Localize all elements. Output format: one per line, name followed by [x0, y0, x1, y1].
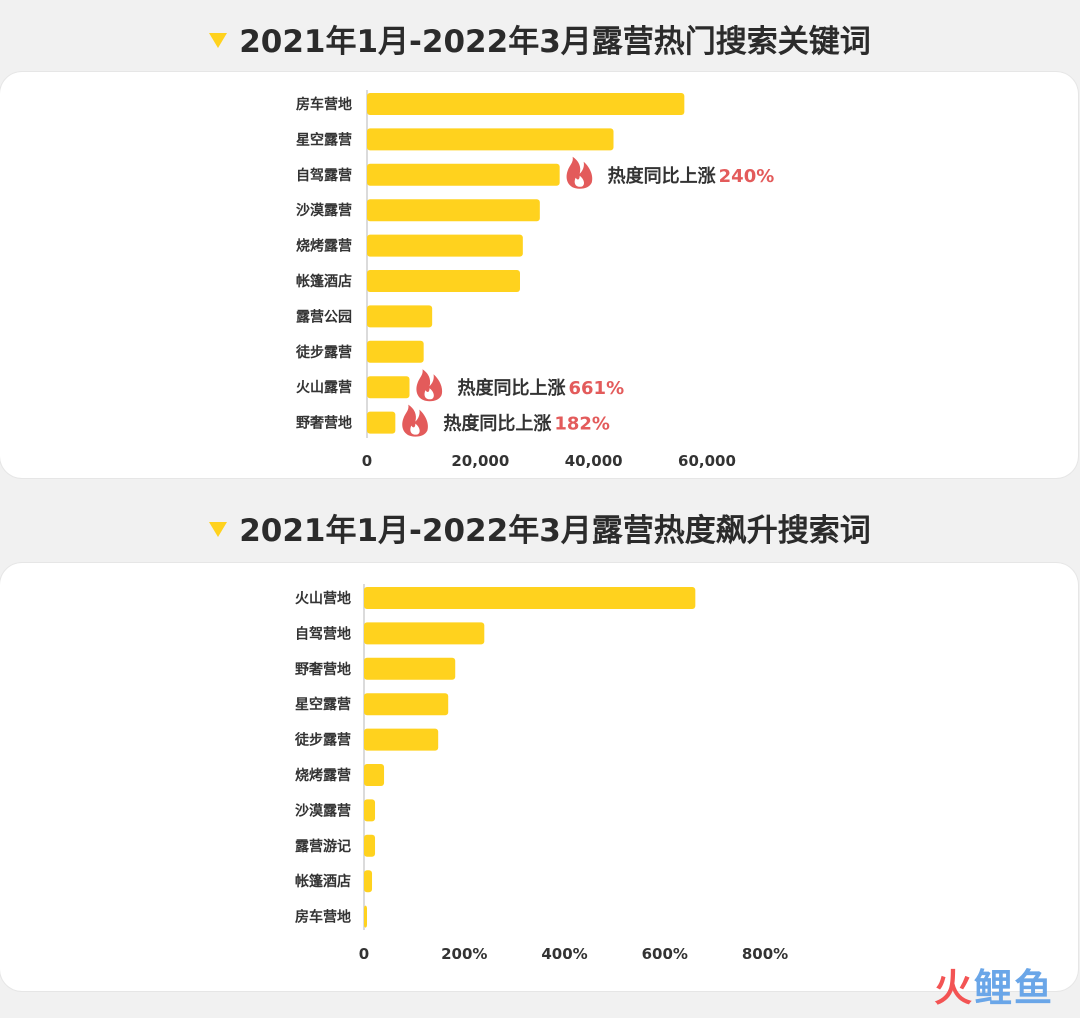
flame-icon: [416, 369, 443, 402]
chart2-category-label: 徒步露营: [294, 732, 351, 749]
chart1-tick-label: 0: [362, 452, 372, 470]
chart2-category-label: 自驾营地: [295, 625, 351, 642]
chart2-tick-label: 600%: [642, 945, 688, 963]
chart1-category-label: 火山露营: [296, 379, 352, 396]
chart1-category-label: 房车营地: [296, 96, 352, 113]
chart2-card: [0, 563, 1078, 991]
chart2-tick-label: 0: [359, 945, 369, 963]
chart1-bar: [367, 340, 424, 363]
chart1-bar: [367, 234, 523, 257]
chart1-category-label: 烧烤露营: [296, 238, 352, 255]
chart1-bar: [367, 128, 614, 151]
chart1-bar: [367, 411, 396, 434]
chart1-category-label: 露营公园: [296, 308, 352, 325]
chart2-bar: [364, 657, 456, 680]
chart2-tick-label: 800%: [742, 945, 788, 963]
chart1-category-label: 沙漠露营: [296, 202, 352, 219]
annotation-text: 热度同比上涨: [443, 413, 551, 435]
chart1-tick-label: 60,000: [678, 452, 736, 470]
chart1-category-label: 野奢营地: [296, 415, 352, 432]
chart2-bar: [364, 870, 373, 893]
chart2-category-label: 星空露营: [295, 696, 351, 713]
chart2-bar: [364, 693, 449, 716]
chart2-category-label: 露营游记: [295, 838, 351, 855]
chart1-annotation: 热度同比上涨 240%: [608, 165, 775, 187]
annotation-text: 热度同比上涨: [458, 377, 566, 399]
chart1-category-label: 徒步露营: [295, 344, 352, 361]
chart1-tick-label: 40,000: [565, 452, 623, 470]
chart1-title-row: 2021年1月-2022年3月露营热门搜索关键词: [0, 18, 1080, 60]
chart1-category-label: 星空露营: [296, 131, 352, 148]
chart2-tick-label: 400%: [541, 945, 587, 963]
chart2-title: 2021年1月-2022年3月露营热度飙升搜索词: [239, 512, 871, 549]
chart2-bar: [364, 764, 385, 786]
annotation-value: 240%: [719, 166, 775, 187]
flame-icon: [402, 404, 428, 437]
chart1-category-label: 帐篷酒店: [296, 273, 352, 290]
chart1-annotation: 热度同比上涨 661%: [458, 377, 625, 399]
watermark-part2: 鲤鱼: [973, 966, 1054, 1010]
chart1-bar: [367, 376, 410, 399]
chart1-annotation: 热度同比上涨 182%: [443, 413, 610, 435]
chart2-category-label: 沙漠露营: [295, 802, 351, 819]
chart2-category-label: 火山营地: [295, 590, 351, 607]
watermark-logo: 火 鲤鱼: [934, 957, 1054, 1012]
chart2-bar: [364, 622, 485, 645]
chart1-bar: [367, 93, 685, 115]
chart1-bar: [367, 305, 433, 328]
chart1-bar: [367, 270, 520, 292]
chart2-bar: [364, 905, 368, 928]
annotation-value: 182%: [554, 414, 610, 435]
chart2-bar: [364, 728, 439, 751]
watermark-part1: 火: [933, 966, 974, 1010]
chart2-bar: [364, 799, 376, 822]
chart2-category-label: 野奢营地: [295, 661, 351, 678]
chart2-bar: [364, 587, 696, 609]
triangle-down-icon: [209, 521, 228, 537]
chart2-bar: [364, 834, 376, 857]
chart1-tick-label: 20,000: [451, 452, 509, 470]
flame-icon: [566, 156, 593, 189]
chart2-title-row: 2021年1月-2022年3月露营热度飙升搜索词: [0, 507, 1080, 549]
chart1-bar: [367, 163, 560, 186]
chart2-category-label: 烧烤露营: [295, 767, 351, 784]
chart2-category-label: 房车营地: [295, 909, 351, 926]
annotation-text: 热度同比上涨: [608, 165, 716, 187]
chart2-category-label: 帐篷酒店: [295, 873, 351, 890]
chart1-bar: [367, 199, 540, 222]
chart1-category-label: 自驾露营: [296, 167, 352, 184]
annotation-value: 661%: [569, 378, 625, 399]
chart2-tick-label: 200%: [441, 945, 487, 963]
triangle-down-icon: [209, 32, 228, 48]
chart1-title: 2021年1月-2022年3月露营热门搜索关键词: [239, 23, 871, 60]
